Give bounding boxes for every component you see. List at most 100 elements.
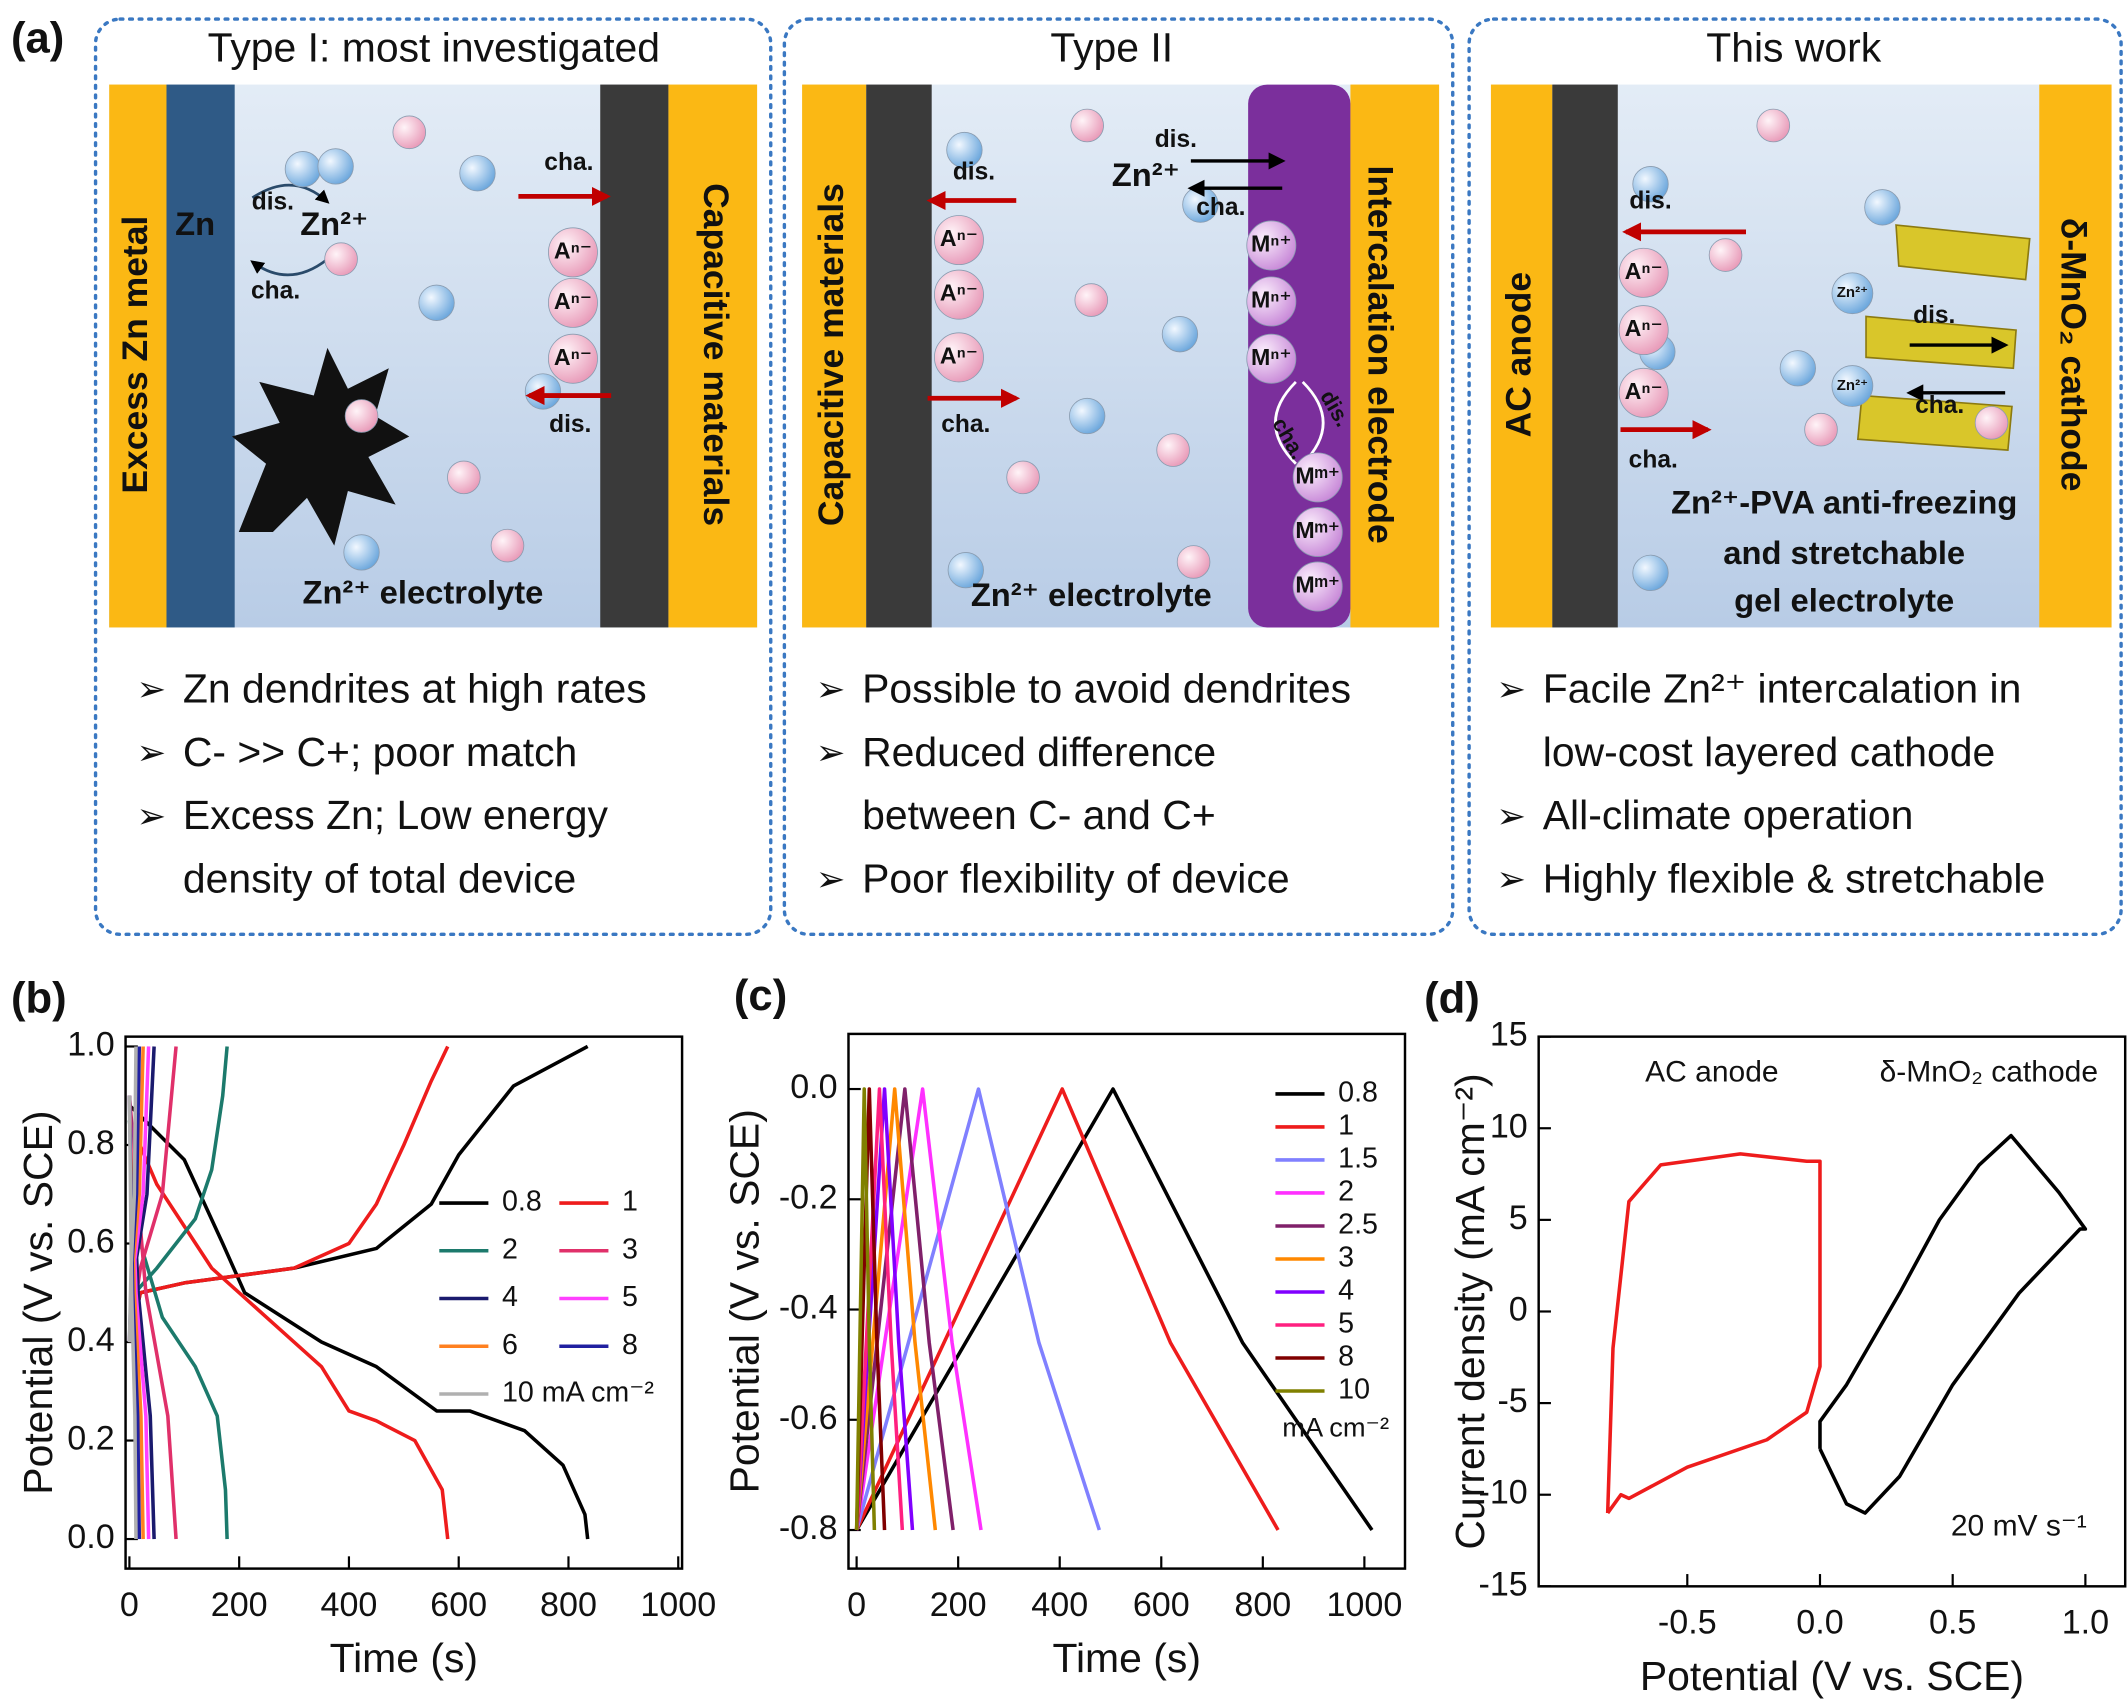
ion xyxy=(1074,283,1109,317)
schematic-label: Excess Zn metal xyxy=(115,216,155,494)
x-tick-label: 600 xyxy=(430,1586,487,1624)
annotation: AC anode xyxy=(1645,1055,1778,1088)
bullet-text: low-cost layered cathode xyxy=(1543,729,1996,775)
schematic-label: δ-MnO₂ cathode xyxy=(2053,218,2093,492)
x-tick-label: 0.5 xyxy=(1929,1604,1976,1642)
x-tick-label: 1000 xyxy=(1326,1586,1402,1624)
ion xyxy=(344,399,379,433)
schematic-label: cha. xyxy=(1915,392,1964,419)
y-tick-label: -0.6 xyxy=(779,1399,838,1437)
legend-label: 4 xyxy=(502,1281,518,1313)
data-line xyxy=(854,1087,887,1531)
ion xyxy=(1292,561,1343,612)
ion xyxy=(284,150,322,188)
schematic-label: dis. xyxy=(1155,126,1197,153)
electrode xyxy=(166,84,235,628)
electrode xyxy=(109,84,167,628)
y-tick-label: 0.4 xyxy=(67,1321,114,1359)
legend-label: 0.8 xyxy=(502,1186,542,1218)
schematic-label: Zn²⁺ electrolyte xyxy=(302,573,543,610)
schematic-label: Capacitive materials xyxy=(696,183,736,526)
bullet-arrow: ➢ xyxy=(1496,669,1526,709)
ion xyxy=(1831,365,1874,407)
y-tick-label: 0 xyxy=(1509,1290,1528,1328)
bullet-text: Poor flexibility of device xyxy=(862,856,1289,902)
ion xyxy=(934,332,984,383)
x-tick-label: 400 xyxy=(1031,1586,1088,1624)
x-tick-label: 800 xyxy=(1234,1586,1291,1624)
panel-frame xyxy=(1467,17,2123,937)
y-tick-label: 0.0 xyxy=(67,1518,114,1556)
bullet-arrow: ➢ xyxy=(1496,859,1526,899)
ion xyxy=(1864,189,1901,226)
bullet-arrow: ➢ xyxy=(816,669,846,709)
data-line xyxy=(1818,1133,2088,1515)
legend-label: 6 xyxy=(502,1329,518,1361)
legend-label: 5 xyxy=(1338,1308,1354,1340)
crystal xyxy=(1856,394,2013,451)
x-axis-label: Time (s) xyxy=(1053,1635,1201,1681)
bullet-text: Zn dendrites at high rates xyxy=(183,665,647,711)
ion xyxy=(459,155,496,192)
ion xyxy=(947,552,984,589)
legend-label: 2 xyxy=(502,1233,518,1265)
electrode xyxy=(802,84,867,628)
x-tick-label: 0.0 xyxy=(1796,1604,1843,1642)
schematic-label: dis. xyxy=(252,189,294,216)
legend-label: 1.5 xyxy=(1338,1143,1378,1175)
schematic-label: Zn²⁺ xyxy=(1112,156,1180,193)
schematic-label: Intercalation electrode xyxy=(1360,165,1400,543)
crystal xyxy=(1895,224,2031,281)
schematic-label: dis. xyxy=(953,159,995,186)
schematic-label: Mⁿ⁺ xyxy=(1251,231,1292,257)
legend-label: 0.8 xyxy=(1338,1076,1378,1108)
bullet-arrow: ➢ xyxy=(816,859,846,899)
schematic-label: gel electrolyte xyxy=(1734,582,1954,619)
y-tick-label: -5 xyxy=(1497,1382,1527,1420)
bullet-text: density of total device xyxy=(183,856,576,902)
data-line xyxy=(127,1044,590,1540)
ion xyxy=(547,277,598,328)
ion xyxy=(1246,276,1297,327)
schematic-label: Zn²⁺ xyxy=(300,205,368,242)
ion xyxy=(1756,108,1791,143)
ion xyxy=(1292,506,1343,557)
legend-label: 3 xyxy=(1338,1242,1354,1274)
ion xyxy=(547,333,598,384)
bullet-text: Facile Zn²⁺ intercalation in xyxy=(1543,665,2022,711)
y-tick-label: 1.0 xyxy=(67,1025,114,1063)
x-tick-label: 200 xyxy=(211,1586,268,1624)
ion xyxy=(1006,460,1040,495)
bullet-arrow: ➢ xyxy=(816,732,846,772)
y-tick-label: -15 xyxy=(1478,1565,1527,1603)
legend-label: 2 xyxy=(1338,1176,1354,1208)
annotation: δ-MnO₂ cathode xyxy=(1880,1055,2098,1088)
schematic-label: Zn²⁺-PVA anti-freezing xyxy=(1671,483,2017,520)
y-axis-label: Potential (V vs. SCE) xyxy=(15,1111,61,1495)
data-line xyxy=(127,1045,450,1540)
ion xyxy=(1618,367,1669,418)
panel-title: This work xyxy=(1706,24,1882,70)
panel-title: Type II xyxy=(1050,24,1173,70)
bullet-arrow: ➢ xyxy=(1496,796,1526,836)
arc-arrow xyxy=(250,258,329,277)
schematic-label: cha. xyxy=(544,149,593,176)
ion xyxy=(1804,412,1838,447)
chart-title: (c) xyxy=(734,971,787,1020)
ion xyxy=(317,148,354,185)
plot-frame xyxy=(124,1035,684,1570)
legend-label: 1 xyxy=(1338,1109,1354,1141)
ion xyxy=(343,534,380,571)
schematic-label: Capacitive materials xyxy=(811,183,851,526)
crystal xyxy=(1865,315,2017,370)
panel-frame xyxy=(782,17,1455,937)
x-axis-label: Potential (V vs. SCE) xyxy=(1640,1653,2024,1699)
y-axis-label: Current density (mA cm⁻²) xyxy=(1447,1073,1493,1549)
data-line xyxy=(854,1087,955,1531)
schematic-label: Aⁿ⁻ xyxy=(940,225,978,251)
schematic-label: Aⁿ⁻ xyxy=(1625,378,1663,404)
schematic-label: dis. xyxy=(1913,302,1955,329)
x-tick-label: 1000 xyxy=(640,1586,716,1624)
ion xyxy=(1292,452,1343,503)
